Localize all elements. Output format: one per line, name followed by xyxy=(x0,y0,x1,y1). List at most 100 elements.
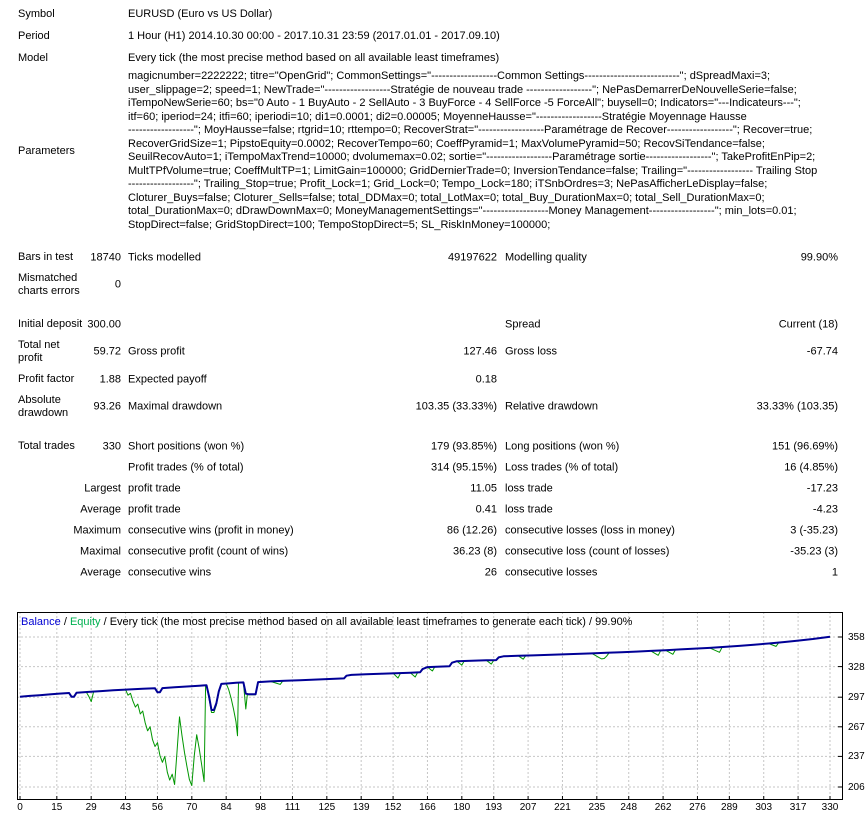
stat-cell-c5: Modelling quality xyxy=(505,251,587,263)
stat-cell-c1: Total net profit xyxy=(18,339,60,364)
parameters-label: Parameters xyxy=(18,145,75,157)
stat-cell-c6: 16 (4.85%) xyxy=(784,461,838,473)
stat-cell-c2: 18740 xyxy=(90,251,121,263)
stats-row: Absolute drawdown 93.26 Maximal drawdown 10… xyxy=(0,390,865,424)
stat-cell-c2: Maximum xyxy=(73,524,121,536)
stat-cell-c2: Largest xyxy=(84,482,121,494)
stat-cell-c4: 26 xyxy=(484,566,497,578)
stat-cell-c4: 179 (93.85%) xyxy=(430,440,497,452)
stat-cell-c5: consecutive losses xyxy=(505,566,598,578)
chart-canvas xyxy=(17,612,843,800)
x-axis-tick-label: 207 xyxy=(519,802,537,813)
stat-cell-c5: loss trade xyxy=(505,482,553,494)
stat-cell-c5: loss trade xyxy=(505,503,553,515)
stat-cell-c1: Bars in test xyxy=(18,251,74,263)
stat-cell-c1: Mismatched charts errors xyxy=(18,272,80,297)
x-axis-tick-label: 221 xyxy=(554,802,571,813)
stat-cell-c5: Relative drawdown xyxy=(505,400,598,413)
period-label: Period xyxy=(18,30,50,42)
stat-cell-c3: Ticks modelled xyxy=(128,251,201,263)
stats-row: Profit factor 1.88 Expected payoff 0.18 xyxy=(0,369,865,390)
stat-cell-c6: 1 xyxy=(831,566,838,578)
stat-cell-c2: 330 xyxy=(102,440,121,452)
stats-row: Total trades 330 Short positions (won %) 17… xyxy=(0,436,865,457)
stat-cell-c2: 300.00 xyxy=(87,318,121,330)
stat-cell-c6: -67.74 xyxy=(806,345,838,358)
stat-cell-c1: Initial deposit xyxy=(18,318,83,330)
symbol-row: Symbol EURUSD (Euro vs US Dollar) xyxy=(0,3,865,25)
stat-cell-c6: 33.33% (103.35) xyxy=(756,400,838,413)
stat-cell-c5: consecutive loss (count of losses) xyxy=(505,545,670,557)
legend-separator: / xyxy=(100,616,110,628)
stats-row: Maximum consecutive wins (profit in money… xyxy=(0,520,865,541)
stat-cell-c5: Spread xyxy=(505,318,541,330)
x-axis-tick-label: 15 xyxy=(51,802,63,813)
stats-row: Initial deposit 300.00 Spread Current (18) xyxy=(0,314,865,335)
legend-equity-label: Equity xyxy=(69,616,101,628)
balance-line xyxy=(19,635,831,711)
x-axis-tick-label: 180 xyxy=(453,802,471,813)
stats-row: Average consecutive wins 26 consecutive los… xyxy=(0,562,865,583)
stat-cell-c2: 93.26 xyxy=(93,400,121,413)
stats-row: Maximal consecutive profit (count of wins… xyxy=(0,541,865,562)
x-axis-tick-label: 29 xyxy=(85,802,97,813)
y-axis-tick-label: 206 xyxy=(848,782,865,793)
stats-row: Bars in test 18740 Ticks modelled 49197622 M… xyxy=(0,247,865,268)
symbol-label: Symbol xyxy=(18,8,55,20)
stat-cell-c4: 314 (95.15%) xyxy=(430,461,497,473)
x-axis-tick-label: 330 xyxy=(821,802,839,813)
stat-cell-c3: Expected payoff xyxy=(128,373,207,385)
stat-cell-c6: 3 (-35.23) xyxy=(790,524,838,536)
stat-cell-c3: Short positions (won %) xyxy=(128,440,245,452)
stat-cell-c3: Profit trades (% of total) xyxy=(128,461,244,473)
stat-cell-c5: Loss trades (% of total) xyxy=(505,461,619,473)
stat-cell-c3: consecutive profit (count of wins) xyxy=(128,545,289,557)
stat-cell-c5: Gross loss xyxy=(505,345,557,358)
parameters-value: magicnumber=2222222; titre="OpenGrid"; C… xyxy=(128,70,818,231)
x-axis-tick-label: 152 xyxy=(384,802,402,813)
stat-cell-c4: 11.05 xyxy=(470,482,497,494)
stat-cell-c3: consecutive wins xyxy=(128,566,212,578)
stats-row: Mismatched charts errors 0 xyxy=(0,268,865,302)
x-axis-tick-label: 111 xyxy=(284,802,301,813)
stat-cell-c4: 86 (12.26) xyxy=(446,524,497,536)
y-axis-tick-label: 267 xyxy=(848,721,865,733)
stat-cell-c3: Maximal drawdown xyxy=(128,400,223,413)
stat-cell-c4: 0.18 xyxy=(475,373,497,385)
x-axis-tick-label: 317 xyxy=(789,802,807,813)
stat-cell-c3: Gross profit xyxy=(128,345,185,358)
statistics-table: Bars in test 18740 Ticks modelled 49197622 M… xyxy=(0,247,865,583)
model-label: Model xyxy=(18,52,48,64)
stat-cell-c1: Absolute drawdown xyxy=(18,394,69,419)
stat-cell-c5: consecutive losses (loss in money) xyxy=(505,524,675,536)
chart-quality: 99.90% xyxy=(595,616,633,628)
stat-cell-c6: -35.23 (3) xyxy=(790,545,838,557)
stat-cell-c6: 99.90% xyxy=(800,251,838,263)
model-row: Model Every tick (the most precise metho… xyxy=(0,47,865,69)
x-axis-tick-label: 235 xyxy=(588,802,606,813)
chart-header: Balance / Equity / Every tick (the most … xyxy=(21,616,632,628)
x-axis-tick-label: 56 xyxy=(151,802,164,813)
stat-cell-c2: Maximal xyxy=(80,545,121,557)
period-value: 1 Hour (H1) 2014.10.30 00:00 - 2017.10.3… xyxy=(128,29,500,42)
legend-separator: / xyxy=(60,616,70,628)
stats-row: Largest profit trade 11.05 loss trade -17.23 xyxy=(0,478,865,499)
x-axis-tick-label: 0 xyxy=(17,802,23,813)
stat-cell-c1: Total trades xyxy=(18,440,75,452)
chart-description: Every tick (the most precise method base… xyxy=(109,616,586,628)
legend-balance-label: Balance xyxy=(21,616,61,628)
stat-cell-c5: Long positions (won %) xyxy=(505,440,620,452)
stat-cell-c2: 0 xyxy=(114,278,121,291)
stats-row: Total net profit 59.72 Gross profit 127.46 G… xyxy=(0,335,865,369)
stat-cell-c1: Profit factor xyxy=(18,373,75,385)
stats-row: Average profit trade 0.41 loss trade -4.23 xyxy=(0,499,865,520)
stat-cell-c3: profit trade xyxy=(128,503,181,515)
x-axis-tick-label: 70 xyxy=(186,802,198,813)
symbol-value: EURUSD (Euro vs US Dollar) xyxy=(128,7,273,20)
equity-line xyxy=(19,636,831,786)
stat-cell-c6: -4.23 xyxy=(812,503,838,515)
x-axis-tick-label: 84 xyxy=(220,802,232,813)
stat-cell-c2: 59.72 xyxy=(93,345,121,358)
stat-cell-c6: -17.23 xyxy=(806,482,838,494)
stat-cell-c3: consecutive wins (profit in money) xyxy=(128,524,294,536)
